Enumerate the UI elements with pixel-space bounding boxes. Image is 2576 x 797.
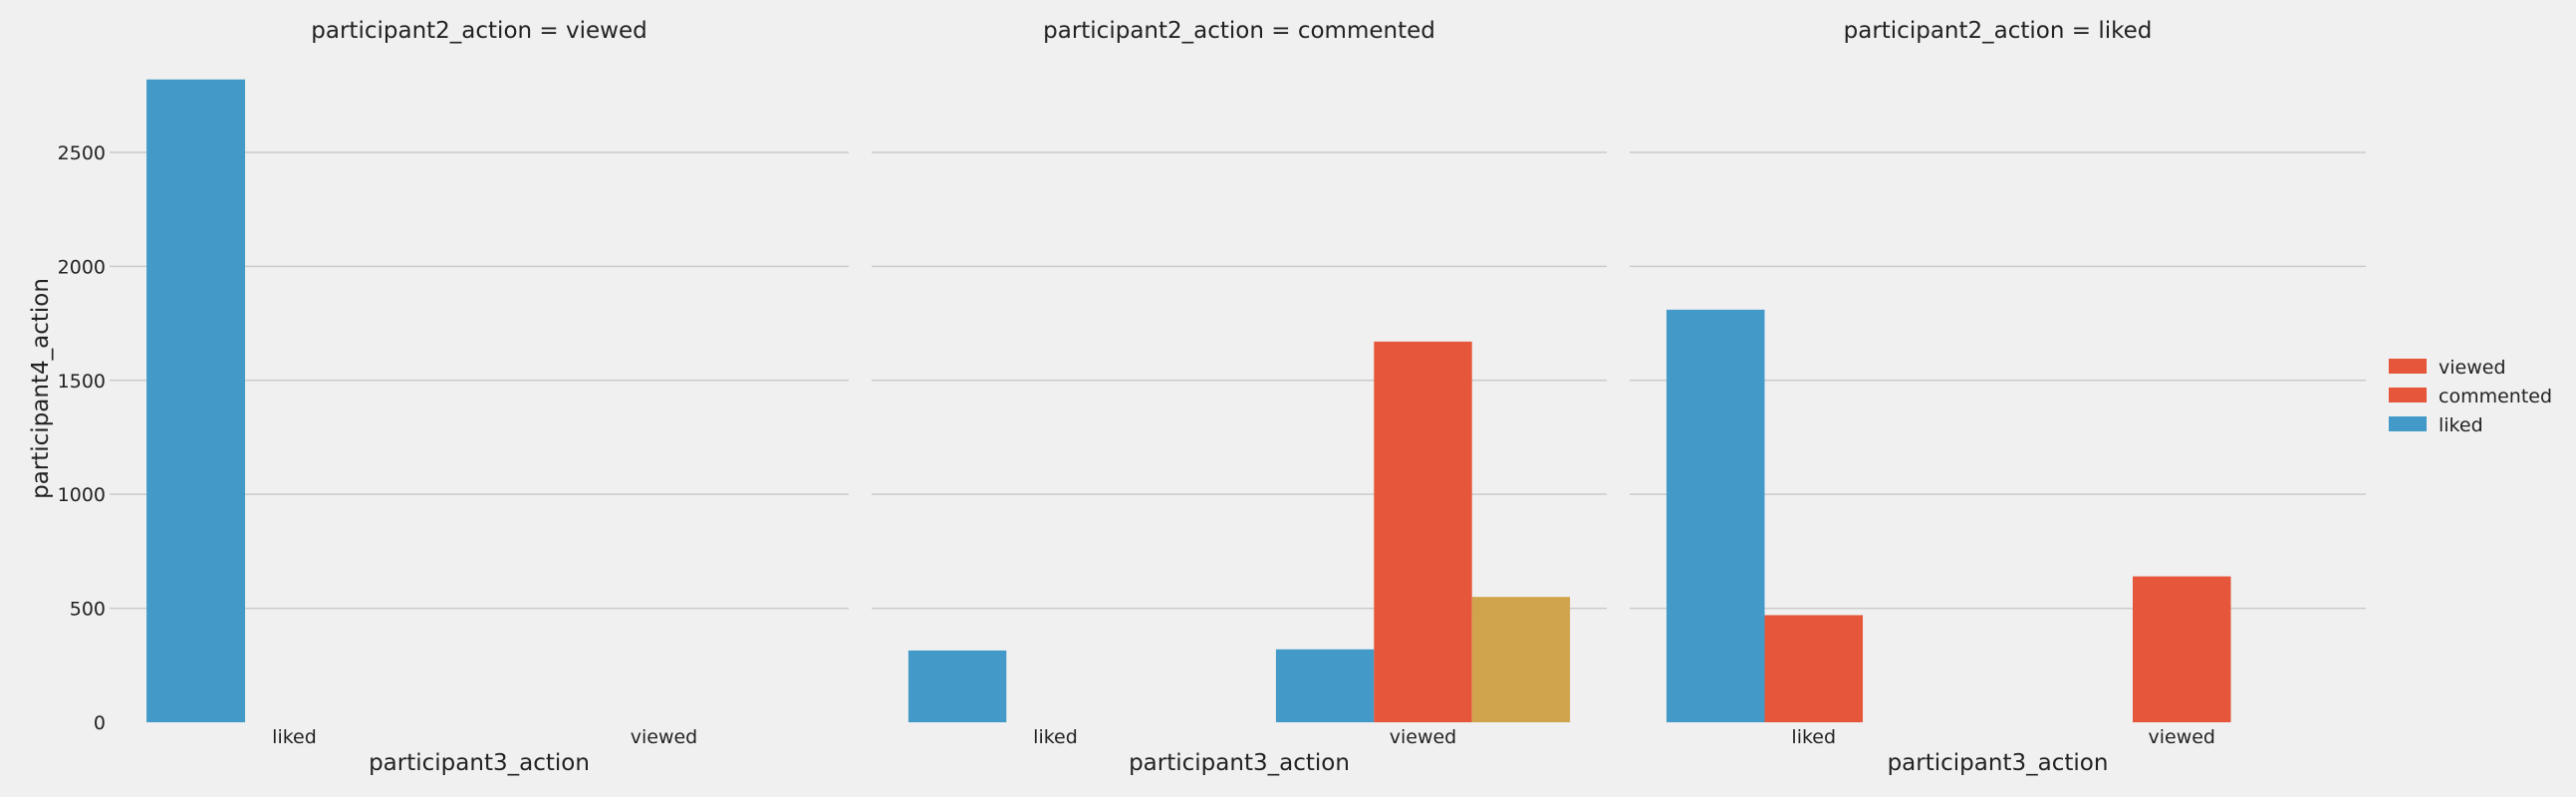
y-tick-label: 2000 bbox=[58, 256, 106, 278]
y-tick-label: 1500 bbox=[58, 371, 106, 393]
x-tick-label: liked bbox=[1033, 726, 1078, 748]
y-axis-label: participant4_action bbox=[28, 278, 54, 499]
y-tick-label: 2500 bbox=[58, 142, 106, 164]
facet-panel-1: 0 500 1000 1500 2000 2500 participant2_action … bbox=[58, 18, 849, 776]
x-tick-label: liked bbox=[1791, 726, 1836, 748]
y-tick-label: 1000 bbox=[58, 484, 106, 506]
facet-panel-2: participant2_action = commented liked view… bbox=[872, 18, 1607, 776]
legend: viewed commented liked bbox=[2389, 357, 2552, 436]
legend-swatch bbox=[2389, 388, 2427, 402]
y-tick-label: 0 bbox=[94, 712, 106, 734]
legend-label: liked bbox=[2439, 414, 2483, 436]
facet-panel-3: participant2_action = liked liked viewed pa… bbox=[1630, 18, 2366, 776]
facet-panels: 0 500 1000 1500 2000 2500 participant2_action … bbox=[58, 18, 2366, 776]
y-tick-label: 500 bbox=[70, 599, 106, 621]
x-tick-label: liked bbox=[272, 726, 317, 748]
x-axis-label: participant3_action bbox=[369, 750, 590, 776]
bar-commented-liked bbox=[1764, 615, 1864, 722]
legend-swatch bbox=[2389, 359, 2427, 374]
panel-title: participant2_action = commented bbox=[1043, 18, 1435, 44]
x-tick-label: viewed bbox=[2148, 726, 2215, 748]
legend-swatch bbox=[2389, 416, 2427, 431]
bar-commented-viewed bbox=[2132, 576, 2231, 722]
panel-title: participant2_action = liked bbox=[1844, 18, 2153, 44]
x-axis-label: participant3_action bbox=[1888, 750, 2109, 776]
bar-viewed-viewed bbox=[1471, 597, 1571, 722]
bar-liked-liked bbox=[907, 650, 1007, 722]
panel-title: participant2_action = viewed bbox=[311, 18, 646, 44]
bar-liked-viewed bbox=[1275, 649, 1375, 722]
bar-liked-liked bbox=[146, 79, 246, 722]
bar-liked-liked bbox=[1666, 309, 1765, 722]
bar-commented-viewed bbox=[1374, 341, 1472, 722]
x-tick-label: viewed bbox=[1390, 726, 1457, 748]
x-tick-label: viewed bbox=[631, 726, 698, 748]
x-axis-label: participant3_action bbox=[1129, 750, 1350, 776]
legend-label: viewed bbox=[2439, 357, 2506, 379]
legend-label: commented bbox=[2439, 386, 2552, 407]
